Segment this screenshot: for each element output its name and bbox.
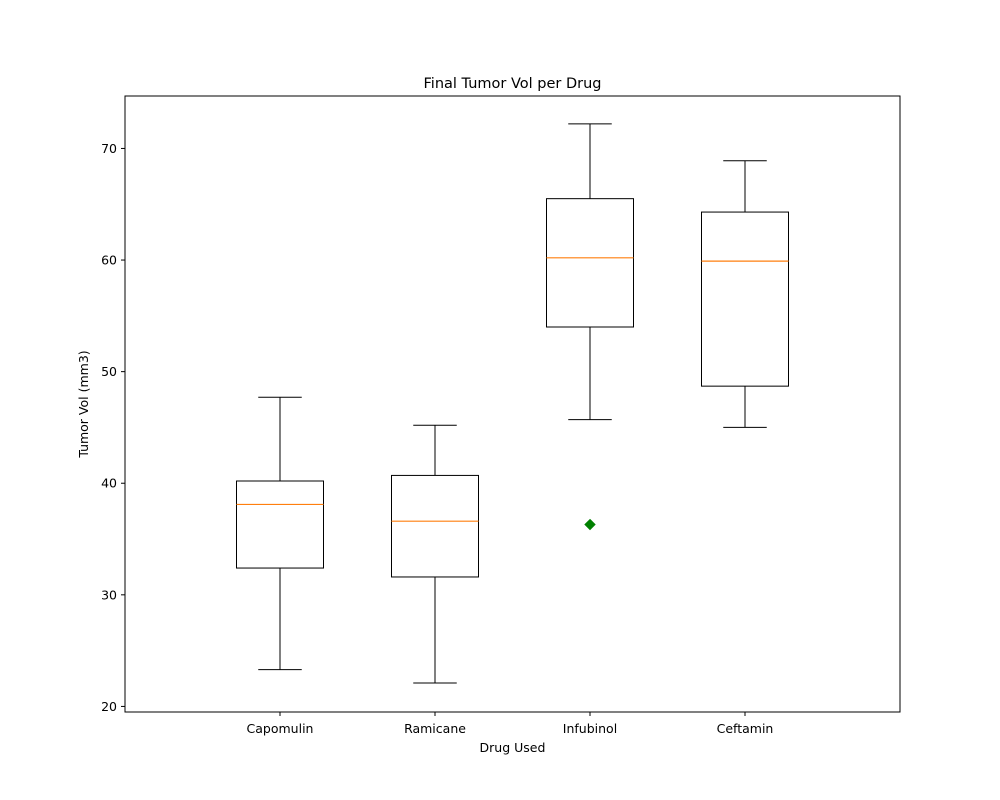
x-tick-label: Ramicane [404,721,466,736]
box-ramicane [391,424,479,684]
x-axis: Capomulin Ramicane Infubinol Ceftamin [247,712,774,736]
x-tick-label: Ceftamin [717,721,774,736]
x-tick-label: Capomulin [247,721,314,736]
iqr-box [546,198,634,328]
y-tick-label: 50 [101,364,117,379]
x-axis-label: Drug Used [480,740,546,755]
box-infubinol [546,123,634,531]
box-capomulin [236,396,324,671]
y-tick-label: 60 [101,253,117,268]
x-tick-label: Infubinol [563,721,617,736]
iqr-box [391,474,479,578]
y-tick-label: 40 [101,476,117,491]
y-axis: 20 30 40 50 60 70 [101,141,125,714]
chart-title: Final Tumor Vol per Drug [424,76,602,92]
y-tick-label: 70 [101,141,117,156]
iqr-box [236,480,324,569]
box-ceftamin [701,160,789,428]
y-tick-label: 30 [101,587,117,602]
plot-frame [124,95,901,713]
outlier-point [584,518,596,531]
y-axis-label: Tumor Vol (mm3) [76,350,91,458]
plot-area [236,123,789,684]
iqr-box [701,211,789,387]
y-tick-label: 20 [101,699,117,714]
